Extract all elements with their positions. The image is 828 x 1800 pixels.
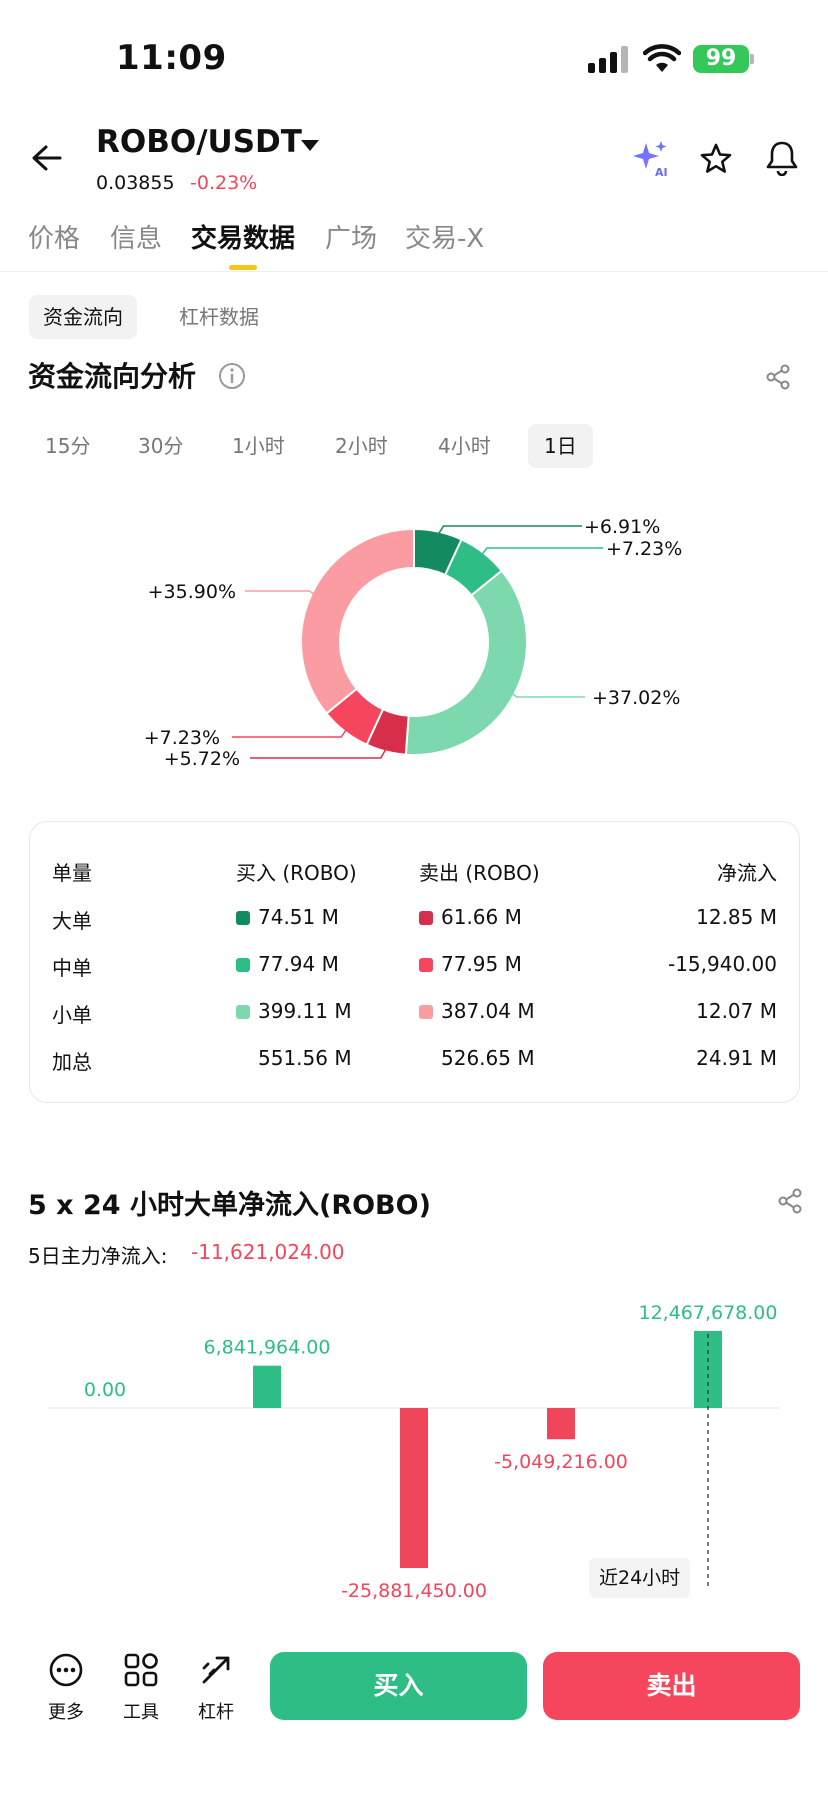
- buy-button[interactable]: 买入: [270, 1652, 527, 1720]
- netflow-value-label: 12,467,678.00: [638, 1302, 777, 1324]
- row-total-net: 24.91 M: [696, 1046, 777, 1070]
- recent-24h-label: 近24小时: [599, 1567, 681, 1589]
- row-small-buy: 399.11 M: [258, 999, 352, 1023]
- back-arrow-icon[interactable]: [30, 143, 64, 177]
- period-15m[interactable]: 15分: [45, 434, 91, 458]
- row-total-buy: 551.56 M: [258, 1046, 352, 1070]
- donut-leader-line: [232, 727, 348, 738]
- donut-slice-label: +6.91%: [584, 516, 660, 538]
- donut-leader-line: [245, 590, 316, 596]
- sell-medium-swatch: [419, 958, 433, 972]
- donut-leader-line: [250, 747, 388, 759]
- info-icon[interactable]: [218, 362, 246, 394]
- buy-medium-swatch: [236, 958, 250, 972]
- row-large-size: 大单: [52, 909, 92, 933]
- row-small-net: 12.07 M: [696, 999, 777, 1023]
- buy-small-swatch: [236, 1005, 250, 1019]
- row-medium-size: 中单: [52, 956, 92, 980]
- large-order-netflow-bar-chart: 0.00 6,841,964.00 -25,881,450.00 -5,049,216…: [48, 1302, 780, 1602]
- main-netflow-value: -11,621,024.00: [191, 1240, 345, 1264]
- battery-indicator: 99: [693, 45, 749, 73]
- recent-24h-badge: 近24小时: [589, 1558, 691, 1598]
- row-total-sell: 526.65 M: [441, 1046, 535, 1070]
- main-netflow-label: 5日主力净流入:: [28, 1244, 168, 1268]
- battery-tip: [750, 54, 754, 64]
- row-medium-buy: 77.94 M: [258, 952, 339, 976]
- sell-button[interactable]: 卖出: [543, 1652, 800, 1720]
- netflow-value-label: 0.00: [84, 1379, 126, 1401]
- fund-flow-table: 单量 买入 (ROBO) 卖出 (ROBO) 净流入 大单 74.51 M 61…: [29, 821, 800, 1103]
- donut-slice: [404, 569, 528, 756]
- tab-divider: [0, 271, 828, 272]
- tools-grid-icon[interactable]: [111, 1652, 171, 1692]
- status-time: 11:09: [116, 38, 227, 78]
- section-title: 资金流向分析: [28, 360, 197, 393]
- more-icon[interactable]: [36, 1652, 96, 1692]
- row-small-size: 小单: [52, 1003, 92, 1027]
- header-size: 单量: [52, 861, 92, 885]
- netflow-value-label: 6,841,964.00: [204, 1337, 331, 1359]
- tab-price[interactable]: 价格: [28, 224, 81, 254]
- row-medium-sell: 77.95 M: [441, 952, 522, 976]
- donut-slice-label: +35.90%: [148, 581, 236, 603]
- pair-dropdown-caret-icon[interactable]: [300, 137, 320, 156]
- leverage-label[interactable]: 杠杆: [198, 1702, 234, 1723]
- donut-slice-label: +37.02%: [592, 687, 680, 709]
- netflow-bar: [400, 1408, 428, 1568]
- fund-flow-donut-chart: +6.91%+7.23%+37.02%+5.72%+7.23%+35.90%: [144, 516, 683, 770]
- segment-leverage-data[interactable]: 杠杆数据: [179, 305, 259, 329]
- header-net: 净流入: [717, 861, 777, 885]
- tools-label[interactable]: 工具: [123, 1702, 159, 1723]
- segment-fund-flow[interactable]: 资金流向: [29, 295, 137, 339]
- donut-leader-line: [436, 525, 582, 536]
- row-medium-net: -15,940.00: [667, 952, 777, 976]
- row-large-net: 12.85 M: [696, 905, 777, 929]
- svg-text:AI: AI: [655, 166, 668, 178]
- donut-slice-label: +7.23%: [606, 538, 682, 560]
- donut-slice-label: +5.72%: [164, 748, 240, 770]
- period-1d[interactable]: 1日: [528, 424, 593, 468]
- large-order-netflow-title: 5 x 24 小时大单净流入(ROBO): [28, 1190, 431, 1221]
- donut-slice: [300, 527, 415, 715]
- sell-large-swatch: [419, 911, 433, 925]
- pair-title[interactable]: ROBO/USDT: [96, 124, 302, 160]
- more-label[interactable]: 更多: [48, 1702, 84, 1723]
- leverage-arrows-icon[interactable]: [186, 1652, 246, 1692]
- star-favorite-icon[interactable]: [699, 142, 733, 180]
- netflow-bar: [547, 1408, 575, 1440]
- tab-trading-data[interactable]: 交易数据: [191, 224, 296, 254]
- donut-slice-label: +7.23%: [144, 727, 220, 749]
- active-tab-indicator: [229, 265, 257, 270]
- bell-alert-icon[interactable]: [765, 140, 799, 180]
- share-icon[interactable]: [764, 363, 792, 395]
- donut-leader-line: [480, 547, 603, 557]
- cellular-signal-icon: [588, 45, 630, 73]
- tab-trade-x[interactable]: 交易-X: [405, 224, 485, 254]
- tab-info[interactable]: 信息: [110, 224, 163, 254]
- tab-square[interactable]: 广场: [325, 224, 378, 254]
- period-4h[interactable]: 4小时: [438, 434, 491, 458]
- sell-small-swatch: [419, 1005, 433, 1019]
- last-price: 0.03855: [96, 172, 175, 194]
- period-1h[interactable]: 1小时: [232, 434, 285, 458]
- ai-sparkle-icon[interactable]: AI: [632, 140, 672, 182]
- header-buy: 买入 (ROBO): [236, 861, 357, 885]
- netflow-bar: [253, 1365, 281, 1408]
- price-change: -0.23%: [190, 172, 258, 194]
- donut-leader-line: [510, 691, 585, 698]
- period-30m[interactable]: 30分: [138, 434, 184, 458]
- buy-large-swatch: [236, 911, 250, 925]
- row-large-buy: 74.51 M: [258, 905, 339, 929]
- row-small-sell: 387.04 M: [441, 999, 535, 1023]
- period-2h[interactable]: 2小时: [335, 434, 388, 458]
- header-sell: 卖出 (ROBO): [419, 861, 540, 885]
- row-total-size: 加总: [52, 1050, 92, 1074]
- share-icon[interactable]: [776, 1187, 804, 1219]
- netflow-value-label: -25,881,450.00: [341, 1580, 487, 1602]
- netflow-value-label: -5,049,216.00: [494, 1451, 628, 1473]
- wifi-icon: [642, 44, 682, 78]
- row-large-sell: 61.66 M: [441, 905, 522, 929]
